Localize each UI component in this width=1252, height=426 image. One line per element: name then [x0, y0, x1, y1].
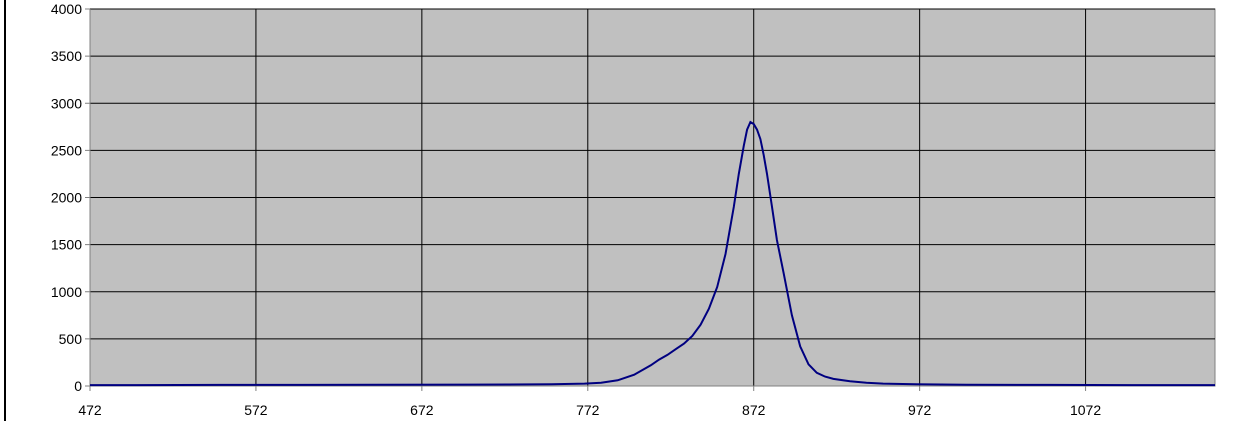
- series-line: [90, 120, 1215, 387]
- y-tick-label: 1000: [51, 284, 82, 300]
- gridlines: [90, 8, 1215, 386]
- axes: [85, 8, 1215, 391]
- x-tick-label: 872: [742, 402, 766, 418]
- y-tick-label: 2000: [51, 190, 82, 206]
- y-tick-label: 500: [59, 331, 83, 347]
- y-tick-label: 3000: [51, 95, 82, 111]
- y-tick-label: 4000: [51, 1, 82, 17]
- x-tick-label: 972: [908, 402, 932, 418]
- x-tick-label: 1072: [1070, 402, 1101, 418]
- y-tick-label: 1500: [51, 237, 82, 253]
- x-tick-label: 672: [410, 402, 434, 418]
- y-tick-label: 0: [74, 378, 82, 394]
- y-tick-label: 2500: [51, 142, 82, 158]
- tick-labels: 0 500 1000 1500 2000 2500 3000 3500 4000 472 572 67…: [51, 1, 1102, 418]
- x-tick-label: 572: [244, 402, 268, 418]
- y-tick-label: 3500: [51, 48, 82, 64]
- x-tick-label: 772: [576, 402, 600, 418]
- x-tick-label: 472: [78, 402, 102, 418]
